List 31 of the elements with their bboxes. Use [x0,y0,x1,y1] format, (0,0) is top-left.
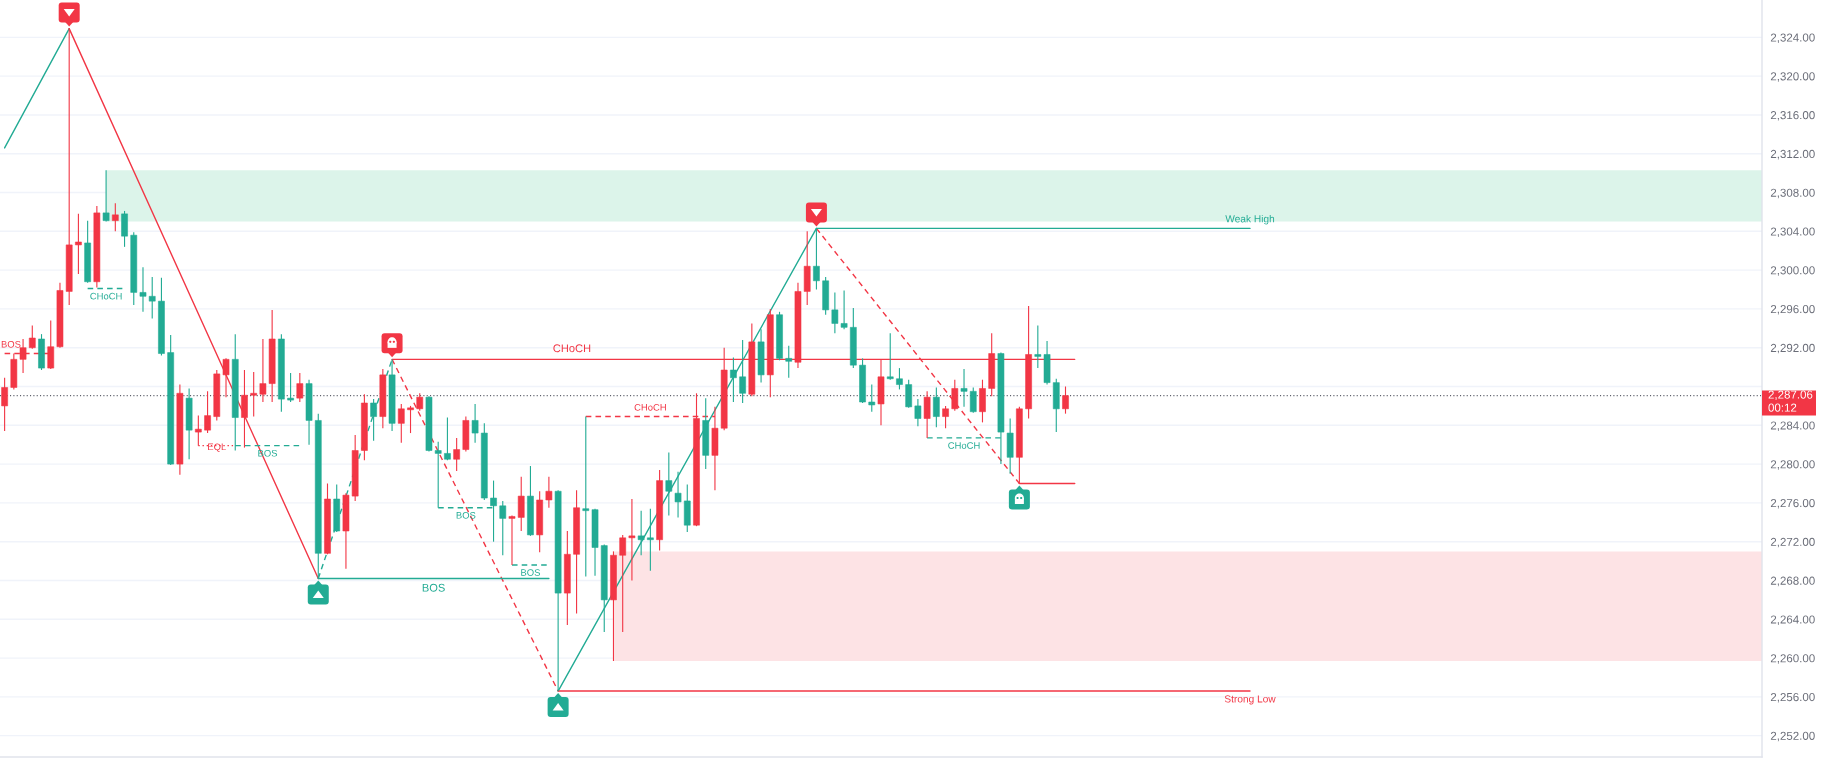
ref-line-label: 2,287.06 [1768,390,1813,401]
series-label: BOS [422,583,445,592]
series-label: CHoCH [634,404,666,411]
series-label: Weak High [1225,214,1275,225]
y-tick-label: 2,272.00 [1770,537,1815,548]
y-tick-label: 2,264.00 [1770,615,1815,625]
series-label: CHoCH [948,442,980,449]
y-tick-label: 2,312.00 [1770,149,1815,160]
y-tick-label: 2,300.00 [1770,266,1815,276]
y-tick-label: 2,324.00 [1770,33,1815,43]
y-tick-label: 2,268.00 [1770,576,1815,587]
series-label: CHoCH [90,292,122,300]
y-tick-label: 2,252.00 [1770,731,1815,742]
series-label: BOS [521,569,540,576]
text: 00:12 [1768,403,1797,412]
y-tick-label: 2,308.00 [1770,188,1815,199]
y-tick-label: 2,320.00 [1770,72,1815,82]
y-tick-label: 2,304.00 [1770,227,1815,237]
y-tick-label: 2,280.00 [1770,460,1815,470]
series-label: BOS [1,340,21,348]
series-label: Strong Low [1224,695,1276,705]
y-tick-label: 2,256.00 [1770,692,1815,703]
y-tick-label: 2,292.00 [1770,343,1815,354]
series-label: CHoCH [553,344,591,353]
y-tick-label: 2,316.00 [1770,111,1815,121]
y-tick-label: 2,296.00 [1770,305,1815,315]
y-tick-label: 2,284.00 [1770,421,1815,431]
y-tick-label: 2,260.00 [1770,654,1815,664]
series-label: EQL [208,443,226,452]
y-tick-label: 2,276.00 [1770,499,1815,509]
series-label: BOS [456,511,476,519]
